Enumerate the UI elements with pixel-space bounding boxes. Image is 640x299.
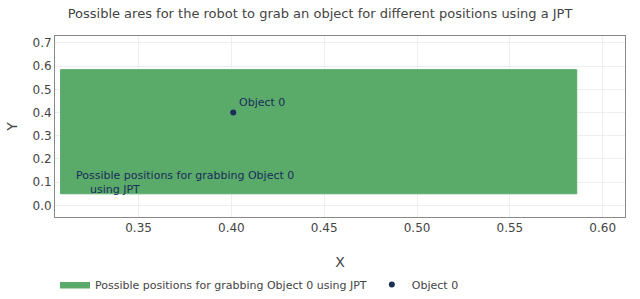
svg-text:0.7: 0.7 [33,36,52,50]
svg-text:Object 0: Object 0 [239,96,285,109]
svg-text:Possible positions for grabbin: Possible positions for grabbing Object 0… [95,279,367,292]
svg-text:0.3: 0.3 [33,129,52,143]
svg-text:0.6: 0.6 [33,59,52,73]
svg-text:Y: Y [4,122,20,132]
svg-text:Object 0: Object 0 [412,279,458,292]
svg-text:0.0: 0.0 [33,199,52,213]
svg-text:0.50: 0.50 [404,221,431,235]
svg-text:0.55: 0.55 [497,221,524,235]
svg-text:0.45: 0.45 [311,221,338,235]
svg-text:Possible ares for the robot to: Possible ares for the robot to grab an o… [68,6,573,21]
svg-text:0.35: 0.35 [125,221,152,235]
svg-text:0.2: 0.2 [33,152,52,166]
svg-text:0.60: 0.60 [589,221,616,235]
svg-text:0.1: 0.1 [33,175,52,189]
svg-text:0.4: 0.4 [33,106,52,120]
svg-text:0.5: 0.5 [33,83,52,97]
svg-text:0.40: 0.40 [218,221,245,235]
svg-text:Possible positions for grabbin: Possible positions for grabbing Object 0… [76,169,294,196]
svg-text:X: X [335,254,345,270]
